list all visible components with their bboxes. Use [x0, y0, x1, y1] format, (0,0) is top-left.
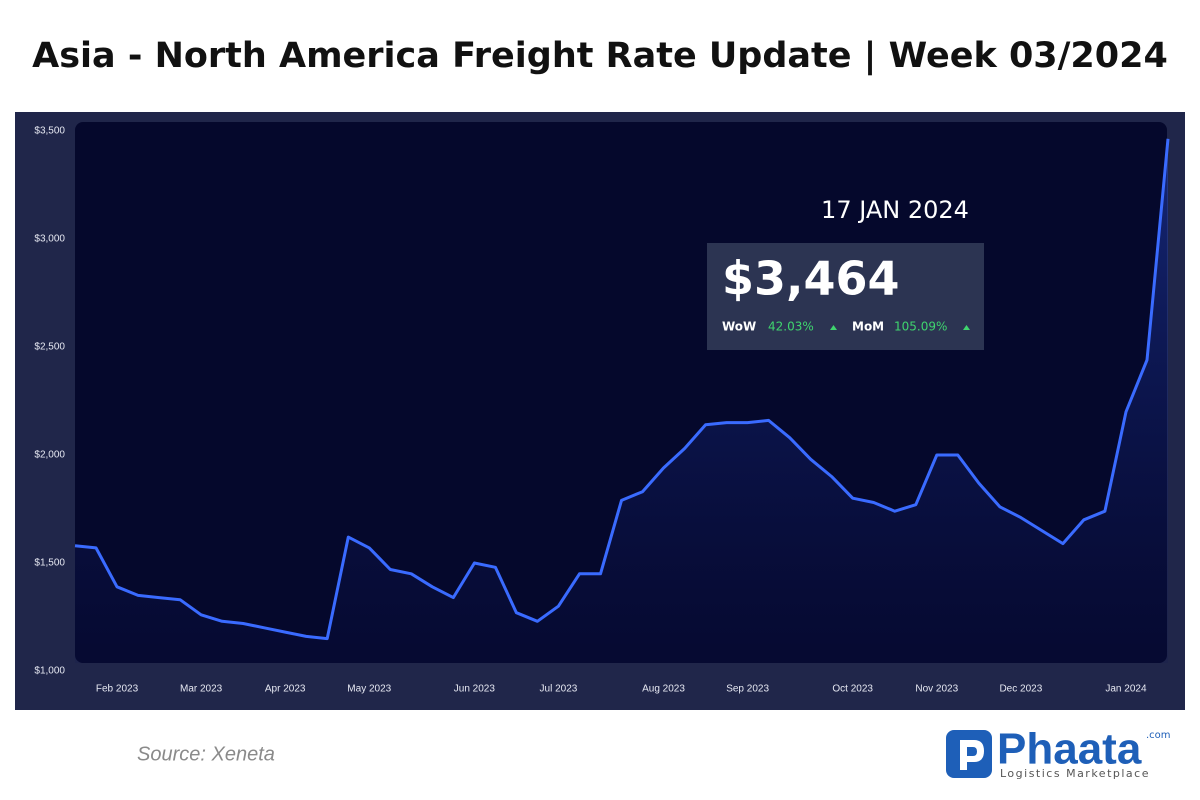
logo-name: Phaata [997, 725, 1142, 774]
logo-icon [946, 730, 992, 778]
annotation-price: $3,464 [722, 252, 900, 306]
chart-title: Asia - North America Freight Rate Update… [32, 36, 1168, 76]
x-tick-label: Oct 2023 [832, 684, 873, 695]
area [75, 138, 1168, 664]
source: Source: Xeneta [137, 743, 275, 765]
annotation-box [707, 243, 984, 350]
y-tick-label: $2,500 [34, 342, 65, 353]
wow-label: WoW [722, 320, 756, 334]
x-tick-label: Jan 2024 [1105, 684, 1147, 695]
x-tick-label: May 2023 [347, 684, 391, 695]
x-tick-label: Dec 2023 [999, 684, 1042, 695]
annotation-date: 17 JAN 2024 [821, 196, 969, 224]
x-tick-label: Jul 2023 [540, 684, 578, 695]
y-tick-label: $1,500 [34, 558, 65, 569]
x-tick-label: Apr 2023 [265, 684, 306, 695]
up-arrow [963, 325, 970, 330]
wow-value: 42.03% [768, 320, 814, 334]
line [74, 138, 1170, 641]
mom-value: 105.09% [894, 320, 947, 334]
y-tick-label: $2,000 [34, 450, 65, 461]
logo-p [960, 740, 984, 770]
x-tick-label: Aug 2023 [642, 684, 685, 695]
x-tick-label: Feb 2023 [96, 684, 139, 695]
y-tick-label: $1,000 [34, 666, 65, 677]
x-tick-label: Jun 2023 [454, 684, 496, 695]
logo-tagline: Logistics Marketplace [1000, 767, 1150, 780]
x-tick-label: Sep 2023 [726, 684, 769, 695]
y-tick-label: $3,000 [34, 234, 65, 245]
logo-domain: .com [1146, 730, 1171, 741]
y-tick-label: $3,500 [34, 126, 65, 137]
up-arrow [830, 325, 837, 330]
mom-label: MoM [852, 320, 884, 334]
x-tick-label: Nov 2023 [915, 684, 958, 695]
x-tick-label: Mar 2023 [180, 684, 223, 695]
